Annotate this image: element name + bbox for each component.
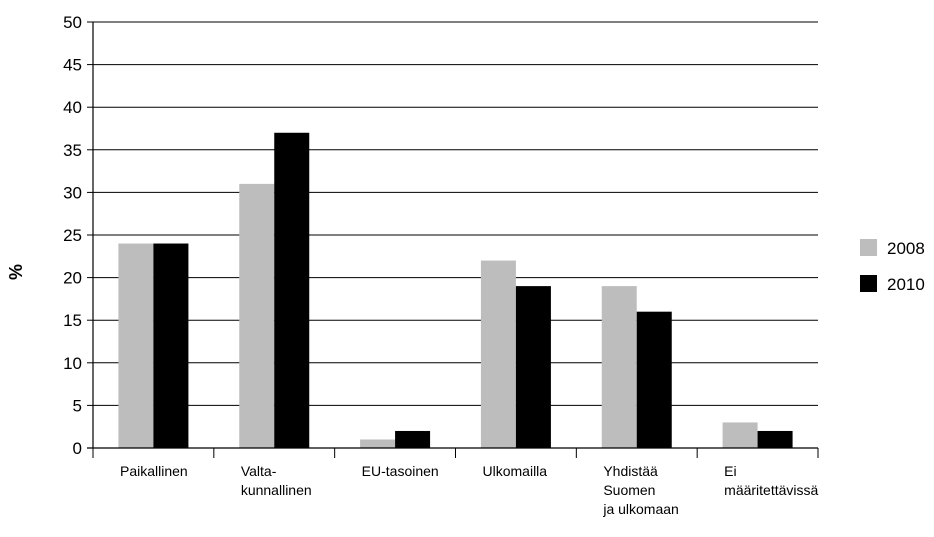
bar-2008-0 <box>118 243 154 448</box>
x-category-label: Valta- <box>241 463 277 479</box>
y-tick-label: 40 <box>63 98 82 117</box>
x-category-label: Paikallinen <box>120 463 188 479</box>
legend-label-2008: 2008 <box>887 239 925 258</box>
y-tick-label: 5 <box>73 396 82 415</box>
bar-2008-5 <box>722 422 758 448</box>
y-tick-label: 10 <box>63 354 82 373</box>
bar-2010-5 <box>757 430 793 448</box>
bar-2010-4 <box>636 311 672 448</box>
bar-2008-1 <box>239 183 275 448</box>
x-category-label: EU-tasoinen <box>362 463 439 479</box>
legend-swatch-2008 <box>860 239 877 256</box>
y-tick-label: 25 <box>63 226 82 245</box>
x-category-label: ja ulkomaan <box>602 501 679 517</box>
x-category-label: Ulkomailla <box>483 463 548 479</box>
y-tick-label: 0 <box>73 439 82 458</box>
bar-2010-1 <box>274 132 310 448</box>
bar-2010-0 <box>153 243 189 448</box>
y-tick-labels: 0 5 10 15 20 25 30 35 40 45 50 <box>63 13 82 458</box>
bars <box>118 132 793 448</box>
bar-2010-3 <box>515 286 551 448</box>
y-tick-label: 45 <box>63 56 82 75</box>
bar-2008-2 <box>360 439 396 448</box>
y-tick-label: 30 <box>63 183 82 202</box>
x-category-labels: Paikallinen Valta-kunnallinen EU-tasoinen U… <box>120 463 819 517</box>
y-tick-label: 35 <box>63 141 82 160</box>
legend-label-2010: 2010 <box>887 275 925 294</box>
x-category-label: Suomen <box>603 482 655 498</box>
y-tick-label: 50 <box>63 13 82 32</box>
bar-2010-2 <box>395 430 431 448</box>
y-axis-label: % <box>6 264 26 280</box>
y-tick-label: 20 <box>63 269 82 288</box>
legend: 2008 2010 <box>860 239 925 294</box>
axes <box>87 21 819 458</box>
x-category-label: Yhdistää <box>603 463 658 479</box>
y-tick-label: 15 <box>63 311 82 330</box>
x-category-label: Ei <box>724 463 736 479</box>
legend-swatch-2010 <box>860 275 877 292</box>
gridlines <box>93 21 818 406</box>
x-category-label: määritettävissä <box>724 482 818 498</box>
bar-2008-4 <box>601 286 637 448</box>
bar-2008-3 <box>480 260 516 448</box>
x-category-label: kunnallinen <box>241 482 312 498</box>
